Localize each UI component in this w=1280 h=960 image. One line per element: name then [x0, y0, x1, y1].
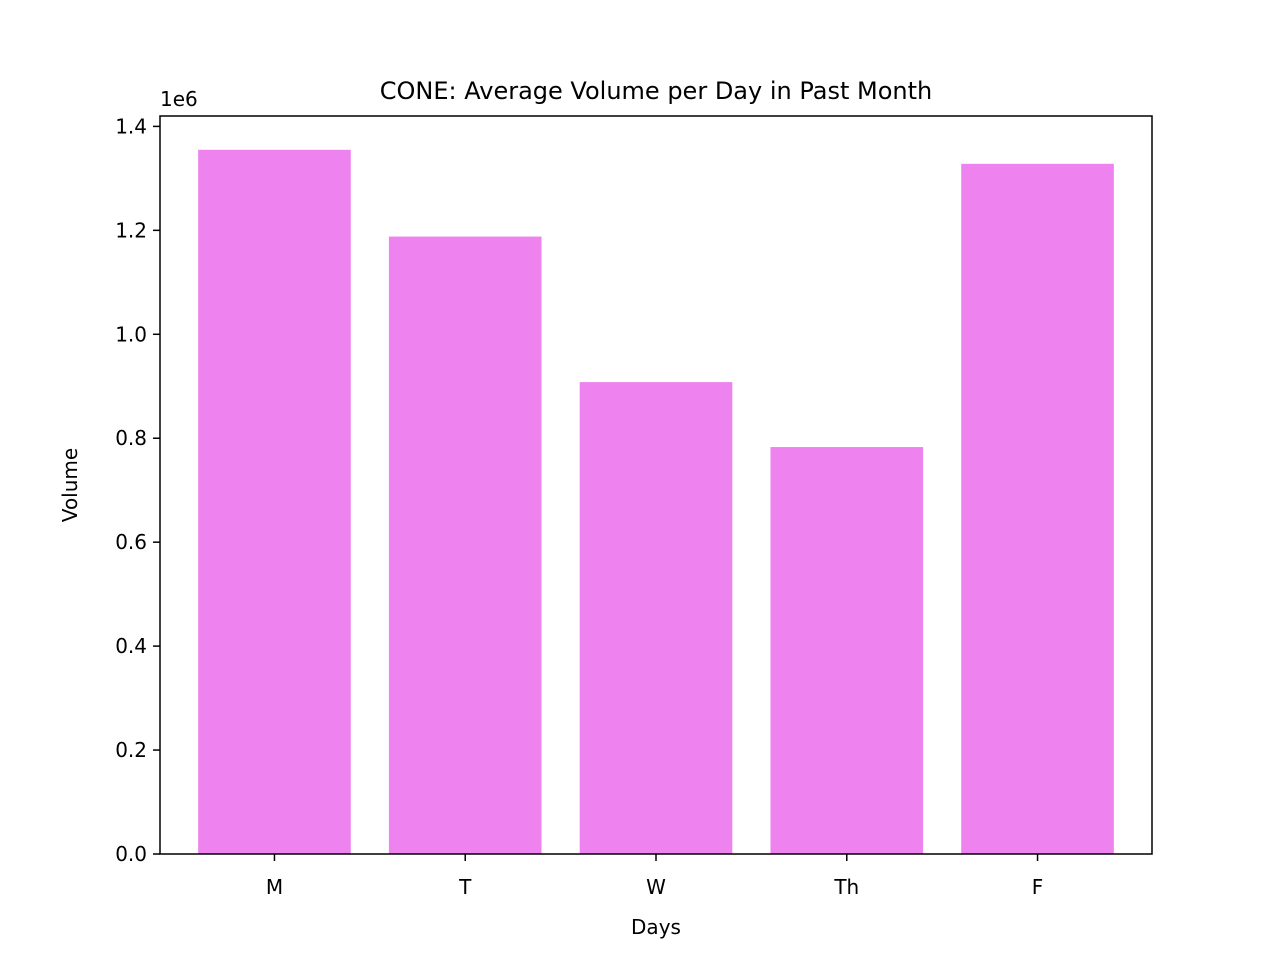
y-tick-label: 1.0: [115, 322, 147, 346]
y-tick-label: 1.2: [115, 218, 147, 242]
bar-m: [198, 149, 351, 855]
x-axis-label: Days: [631, 915, 681, 939]
bar-t: [388, 236, 542, 854]
bars-group: [198, 149, 1114, 855]
y-tick-label: 0.6: [115, 530, 147, 554]
y-tick-label: 0.4: [115, 634, 147, 658]
x-tick-label-t: T: [458, 875, 472, 899]
x-tick-label-w: W: [646, 875, 666, 899]
x-tick-label-f: F: [1032, 875, 1044, 899]
y-axis-offset-label: 1e6: [160, 87, 198, 111]
y-tick-label: 0.0: [115, 842, 147, 866]
x-axis-ticks: M T W Th F: [266, 854, 1043, 899]
bar-th: [770, 447, 924, 854]
y-tick-label: 1.4: [115, 114, 147, 138]
bar-f: [961, 163, 1114, 854]
x-tick-label-m: M: [266, 875, 283, 899]
y-axis-label: Volume: [58, 448, 82, 522]
y-axis-ticks: 0.0 0.2 0.4 0.6 0.8 1.0 1.2 1.4: [115, 114, 160, 866]
chart-title: CONE: Average Volume per Day in Past Mon…: [380, 77, 932, 105]
plot-frame: [159, 115, 1153, 855]
y-tick-label: 0.8: [115, 426, 147, 450]
x-tick-label-th: Th: [833, 875, 859, 899]
y-tick-label: 0.2: [115, 738, 147, 762]
bar-w: [579, 382, 733, 854]
